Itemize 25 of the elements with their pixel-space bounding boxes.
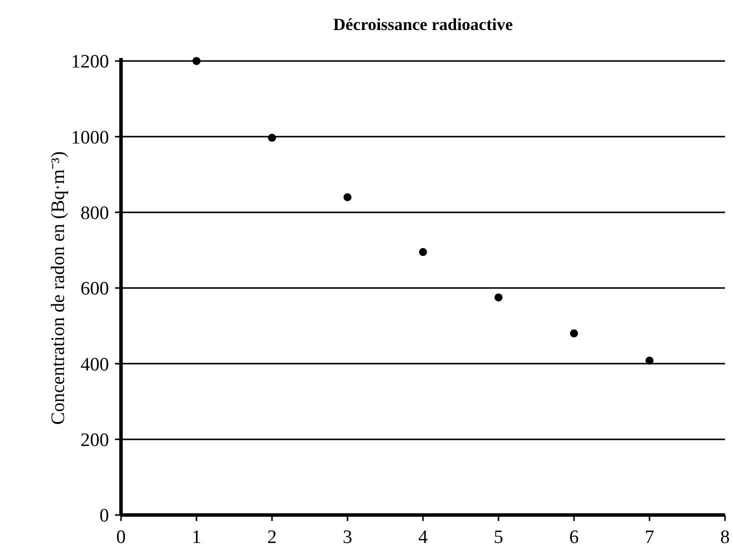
- x-tick-label: 4: [418, 527, 428, 548]
- x-tick-label: 7: [644, 527, 654, 548]
- y-tick-label: 600: [80, 278, 109, 300]
- y-tick-label: 0: [100, 506, 109, 527]
- point: [570, 329, 578, 338]
- x-tick-label: 1: [192, 527, 202, 548]
- point: [646, 356, 654, 365]
- y-tick-label: 400: [80, 354, 109, 376]
- y-axis-title: Concentration de radon en (Bq·m⁻³): [48, 151, 69, 425]
- point: [344, 193, 352, 202]
- point: [192, 57, 200, 65]
- point: [268, 134, 276, 142]
- x-tick-label: 2: [267, 527, 277, 548]
- chart-title: Décroissance radioactive: [333, 15, 514, 34]
- point: [494, 293, 502, 302]
- y-tick-label: 1000: [71, 127, 109, 148]
- x-tick-label: 6: [569, 527, 579, 548]
- point: [419, 248, 427, 256]
- x-tick-label: 5: [494, 527, 504, 548]
- y-tick-label: 1200: [71, 52, 109, 73]
- x-tick-label: 0: [116, 527, 126, 548]
- y-tick-label: 200: [80, 430, 109, 451]
- x-tick-label: 3: [342, 527, 352, 548]
- y-tick-label: 800: [80, 202, 109, 224]
- x-tick-label: 8: [720, 527, 730, 548]
